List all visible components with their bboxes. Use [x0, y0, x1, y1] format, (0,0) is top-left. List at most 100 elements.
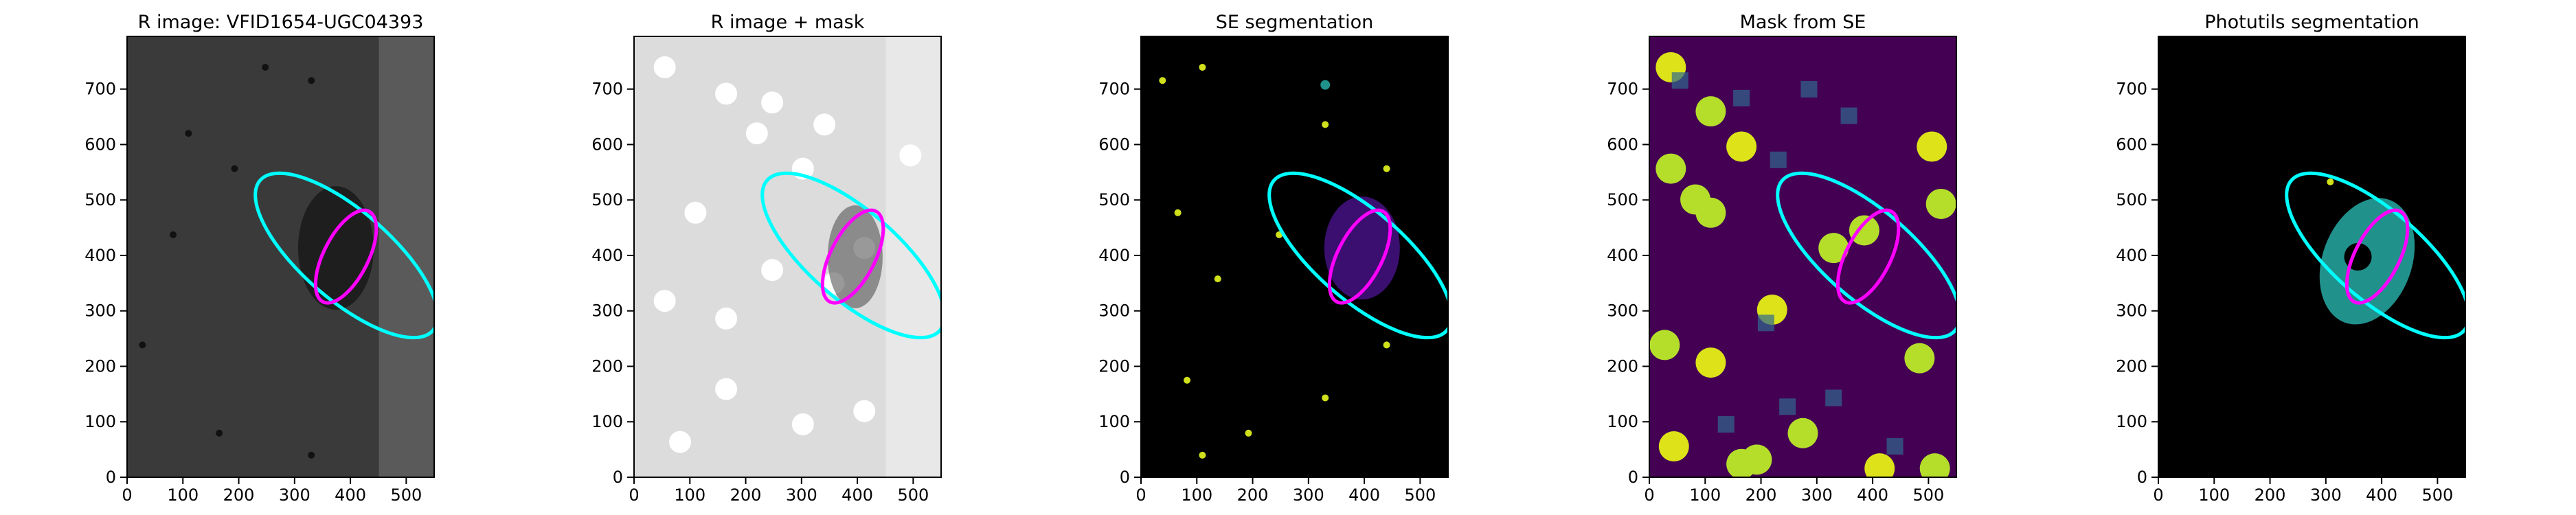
- y-tick-label: 0: [613, 468, 623, 487]
- x-tick-label: 100: [167, 485, 199, 505]
- chart-title: SE segmentation: [1216, 12, 1373, 33]
- y-tick-label: 100: [1098, 412, 1130, 431]
- star: [231, 165, 238, 172]
- panel: SE segmentation 0 100 200 300 400 500 0 100 200 30…: [1098, 12, 1449, 505]
- aperture-ellipse: [2345, 208, 2410, 305]
- y-tick-label: 700: [84, 80, 116, 99]
- axes-frame: [2158, 36, 2466, 478]
- mask-blob: [1849, 215, 1879, 246]
- x-tick-label: 200: [1745, 485, 1777, 505]
- y-tick-label: 300: [84, 301, 116, 321]
- mask-blob: [715, 82, 738, 105]
- image-background: [2158, 36, 2465, 477]
- mask-blob: [1726, 448, 1757, 477]
- image-strip: [885, 36, 941, 477]
- x-tick-label: 400: [1857, 485, 1888, 505]
- y-tick-label: 700: [2116, 80, 2147, 99]
- segment: [1199, 63, 1206, 71]
- mask-blob: [761, 259, 784, 282]
- segment: [2327, 178, 2334, 185]
- mask-blob: [1757, 314, 1774, 332]
- mask-blob: [653, 56, 676, 78]
- star: [308, 451, 315, 459]
- aperture-ellipse: [1835, 208, 1901, 305]
- mask-blob: [761, 91, 784, 114]
- aperture-ellipse: [313, 208, 379, 305]
- y-tick-label: 0: [1628, 468, 1638, 487]
- y-tick-label: 100: [1607, 412, 1638, 431]
- mask-blob: [1656, 153, 1686, 184]
- segment: [1383, 165, 1390, 172]
- y-tick-label: 0: [1120, 468, 1130, 487]
- chart-title: R image: VFID1654-UGC04393: [138, 12, 424, 33]
- y-tick-label: 0: [106, 468, 116, 487]
- mask-blob: [1680, 184, 1711, 215]
- axes-frame: [1140, 36, 1449, 478]
- x-tick-label: 300: [2310, 485, 2342, 505]
- mask-blob: [1779, 398, 1796, 415]
- y-tick-label: 400: [591, 246, 623, 265]
- y-tick-label: 400: [1098, 246, 1130, 265]
- mask-blob: [669, 431, 692, 453]
- y-tick-label: 700: [1607, 80, 1638, 99]
- y-tick-label: 500: [591, 190, 623, 209]
- x-tick-label: 500: [1912, 485, 1944, 505]
- y-tick-label: 300: [2116, 301, 2147, 321]
- x-tick-label: 100: [1689, 485, 1721, 505]
- star: [185, 130, 192, 137]
- x-tick-label: 500: [390, 485, 422, 505]
- segment: [1324, 196, 1400, 300]
- segment: [1174, 209, 1182, 216]
- mask-blob: [1818, 233, 1849, 264]
- y-tick-label: 200: [84, 356, 116, 376]
- mask-blob: [1825, 389, 1842, 407]
- mask-blob: [1717, 415, 1735, 433]
- mask-blob: [715, 378, 738, 400]
- chart-title: Mask from SE: [1740, 12, 1866, 33]
- x-tick-label: 0: [1136, 485, 1146, 505]
- mask-blob: [745, 122, 768, 145]
- x-tick-label: 400: [2366, 485, 2397, 505]
- segment: [1159, 77, 1166, 84]
- panel: R image + mask 0 100 200 300 400 500 0 100 200 300…: [591, 12, 942, 505]
- x-tick-label: 300: [1801, 485, 1833, 505]
- axes-frame: [633, 36, 942, 478]
- x-tick-label: 0: [1644, 485, 1654, 505]
- aperture-ellipse: [820, 208, 885, 305]
- panel: Mask from SE 0 100 200 300 400 500 0 100 200 300 40…: [1607, 12, 1957, 505]
- mask-blob: [653, 290, 676, 312]
- y-tick-label: 600: [591, 135, 623, 154]
- galaxy: [297, 186, 374, 310]
- chart-title: R image + mask: [711, 12, 865, 33]
- y-tick-label: 500: [1098, 190, 1130, 209]
- x-tick-label: 200: [223, 485, 255, 505]
- x-tick-label: 400: [335, 485, 366, 505]
- x-tick-label: 100: [2198, 485, 2230, 505]
- mask-blob: [1886, 438, 1903, 455]
- segment: [1199, 451, 1206, 459]
- y-tick-label: 600: [1607, 135, 1638, 154]
- axes-frame: [1649, 36, 1957, 478]
- mask-blob: [899, 144, 922, 167]
- x-tick-label: 200: [1237, 485, 1269, 505]
- image-strip: [379, 36, 434, 477]
- x-tick-label: 100: [674, 485, 705, 505]
- panel: Photutils segmentation 0 100 200 300 400 500 0 1…: [2116, 12, 2466, 505]
- y-tick-label: 600: [1098, 135, 1130, 154]
- mask-blob: [1904, 343, 1935, 374]
- segment: [1245, 429, 1252, 437]
- mask-blob: [791, 413, 814, 435]
- segment: [1184, 376, 1191, 384]
- image-background: [1141, 36, 1448, 477]
- x-tick-label: 400: [841, 485, 873, 505]
- mask-blob: [1658, 431, 1689, 462]
- x-tick-label: 300: [786, 485, 817, 505]
- x-tick-label: 300: [1293, 485, 1324, 505]
- x-tick-label: 400: [1348, 485, 1380, 505]
- y-tick-label: 700: [591, 80, 623, 99]
- y-tick-label: 100: [2116, 412, 2147, 431]
- x-tick-label: 300: [279, 485, 310, 505]
- x-tick-label: 200: [730, 485, 762, 505]
- y-tick-label: 500: [84, 190, 116, 209]
- y-tick-label: 500: [2116, 190, 2147, 209]
